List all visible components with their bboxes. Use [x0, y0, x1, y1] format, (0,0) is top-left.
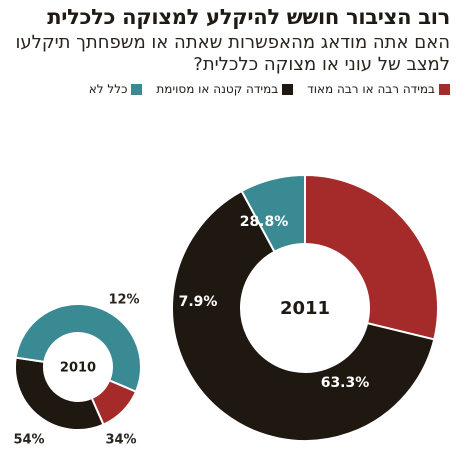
legend-label-none: כלל לא [88, 82, 128, 96]
legend-item-high: במידה רבה או רבה מאוד [307, 82, 450, 96]
slice-2011-2 [240, 173, 306, 254]
slice-label-2011-0: 28.8% [240, 214, 289, 230]
legend-item-none: כלל לא [89, 82, 143, 96]
legend-label-high: במידה רבה או רבה מאוד [307, 82, 435, 96]
slice-2011-1 [171, 189, 436, 442]
center-label-2010: 2010 [60, 361, 96, 376]
legend-swatch-none [131, 83, 143, 95]
slice-label-2011-1: 63.3% [321, 375, 370, 391]
slice-label-2010-2: 54% [13, 433, 44, 448]
slice-label-2010-0: 12% [108, 293, 139, 308]
donut-2010: 12% 34% 54% 2010 [13, 293, 142, 448]
chart-subtitle: האם אתה מודאג מהאפשרות שאתה או משפחתך תי… [15, 32, 450, 75]
slice-label-2011-2: 7.9% [179, 294, 218, 310]
center-label-2011: 2011 [280, 298, 330, 319]
slice-label-2010-1: 34% [105, 433, 136, 448]
legend: במידה רבה או רבה מאוד במידה קטנה או מסוי… [8, 82, 450, 96]
legend-swatch-high [439, 83, 450, 95]
slice-2010-1 [14, 356, 105, 431]
donut-2011: 28.8% 63.3% 7.9% 2011 [171, 173, 439, 442]
legend-item-medium: במידה קטנה או מסוימת [156, 82, 294, 96]
chart-title: רוב הציבור חושש להיקלע למצוקה כלכלית [47, 5, 450, 29]
slice-2011-0 [304, 173, 439, 341]
header: רוב הציבור חושש להיקלע למצוקה כלכלית האם… [0, 0, 458, 96]
legend-swatch-medium [282, 83, 294, 95]
slice-2010-2 [14, 303, 142, 393]
legend-label-medium: במידה קטנה או מסוימת [156, 82, 279, 96]
